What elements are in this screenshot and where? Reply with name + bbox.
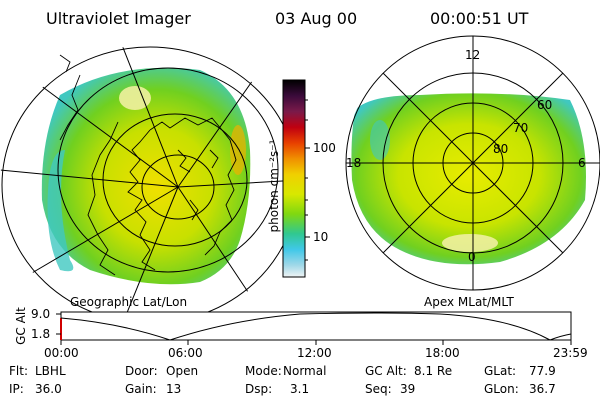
geographic-image [0,45,300,325]
flt-value: LBHL [35,364,66,378]
apex-caption: Apex MLat/MLT [424,295,514,309]
dsp-value: 3.1 [290,382,310,396]
colorbar-tick-100: 100 [313,141,336,155]
mlt-label-18: 18 [346,156,362,170]
instrument-title: Ultraviolet Imager [46,9,191,28]
timeline-xtick-0: 00:00 [44,346,79,360]
mlat-label-60: 60 [537,98,553,112]
timeline-ytick-9: 9.0 [31,307,51,321]
mode-label: Mode: [245,364,282,378]
glat-value: 77.9 [529,364,556,378]
geographic-caption: Geographic Lat/Lon [70,295,188,309]
gain-value: 13 [166,382,182,396]
altitude-curve [60,312,572,341]
timeline-ylabel: GC Alt [14,307,28,345]
coastlines [59,54,237,276]
door-value: Open [166,364,199,378]
seq-label: Seq: [365,382,392,396]
timeline-ytick-1_8: 1.8 [31,327,51,341]
ip-label: IP: [9,382,24,396]
door-label: Door: [125,364,158,378]
timeline-plot [56,311,572,345]
date-label: 03 Aug 00 [275,9,358,28]
glat-label: GLat: [484,364,517,378]
timeline-xtick-4: 23:59 [553,346,588,360]
seq-value: 39 [400,382,416,396]
gcalt-value: 8.1 Re [414,364,453,378]
dsp-label: Dsp: [245,382,273,396]
mlt-label-0: 0 [468,250,476,264]
gcalt-label: GC Alt: [365,364,407,378]
mlt-label-12: 12 [465,48,481,62]
glon-label: GLon: [484,382,519,396]
timeline-xtick-2: 12:00 [297,346,332,360]
time-label: 00:00:51 UT [430,9,529,28]
mode-value: Normal [283,364,327,378]
timeline-xtick-1: 06:00 [168,346,203,360]
ip-value: 36.0 [35,382,62,396]
colorbar-unit-label: photon cm⁻²s⁻¹ [267,139,281,233]
mlat-label-70: 70 [513,121,529,135]
geographic-grid [0,45,300,325]
flt-label: Flt: [9,364,28,378]
magnetic-grid [345,35,600,291]
colorbar [282,79,310,278]
glon-value: 36.7 [529,382,556,396]
gain-label: Gain: [125,382,157,396]
timeline-xtick-3: 18:00 [425,346,460,360]
colorbar-tick-10: 10 [313,230,329,244]
magnetic-image [345,35,600,291]
mlt-label-6: 6 [578,156,586,170]
mlat-label-80: 80 [493,142,509,156]
